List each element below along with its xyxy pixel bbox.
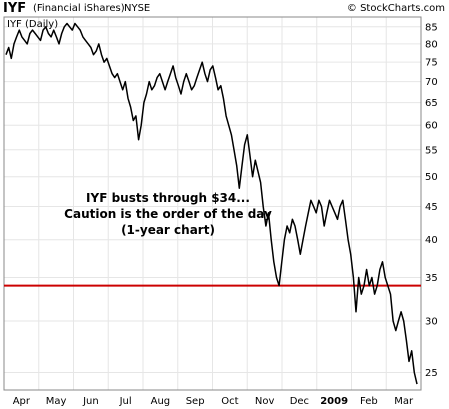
grid-lines — [4, 17, 421, 390]
x-tick-label: Feb — [360, 396, 378, 407]
chart-annotation: IYF busts through $34... Caution is the … — [64, 190, 272, 238]
price-series-group — [5, 22, 418, 385]
x-tick-label: Oct — [221, 396, 238, 407]
x-tick-label: Jun — [82, 396, 99, 407]
x-tick-label: Aug — [151, 396, 171, 407]
y-tick-label: 65 — [425, 98, 438, 109]
annotation-line-3: (1-year chart) — [121, 223, 215, 237]
x-tick-label: May — [46, 396, 67, 407]
y-tick-label: 35 — [425, 273, 438, 284]
y-tick-label: 40 — [425, 235, 438, 246]
y-tick-label: 25 — [425, 368, 438, 379]
y-tick-label: 70 — [425, 77, 438, 88]
plot-label: IYF (Daily) — [7, 19, 58, 30]
annotation-line-2: Caution is the order of the day — [64, 207, 272, 221]
y-tick-label: 50 — [425, 172, 438, 183]
y-tick-label: 45 — [425, 202, 438, 213]
x-tick-label: Apr — [13, 396, 31, 407]
y-tick-label: 55 — [425, 145, 438, 156]
y-tick-label: 85 — [425, 22, 438, 33]
y-axis-labels: 25 30 35 40 45 50 55 60 65 70 75 80 85 — [425, 22, 438, 379]
company-name: (Financial iShares) — [33, 3, 125, 14]
y-tick-label: 30 — [425, 317, 438, 328]
plot-frame — [3, 16, 422, 391]
price-line — [5, 22, 418, 385]
ticker-symbol: IYF — [3, 1, 27, 16]
x-axis-labels: Apr May Jun Jul Aug Sep Oct Nov Dec 2009 Feb Mar — [13, 396, 414, 407]
annotation-line-1: IYF busts through $34... — [86, 191, 250, 205]
y-tick-label: 80 — [425, 39, 438, 50]
x-tick-label: Dec — [290, 396, 309, 407]
x-tick-label: 2009 — [320, 396, 348, 407]
exchange-name: NYSE — [124, 3, 151, 14]
x-tick-label: Nov — [255, 396, 275, 407]
x-tick-label: Mar — [394, 396, 414, 407]
x-tick-label: Jul — [119, 396, 132, 407]
chart-header: IYF (Financial iShares) NYSE © StockChar… — [0, 0, 449, 16]
y-tick-label: 60 — [425, 121, 438, 132]
x-tick-label: Sep — [186, 396, 205, 407]
copyright-notice: © StockCharts.com — [346, 3, 445, 14]
y-tick-label: 75 — [425, 58, 438, 69]
